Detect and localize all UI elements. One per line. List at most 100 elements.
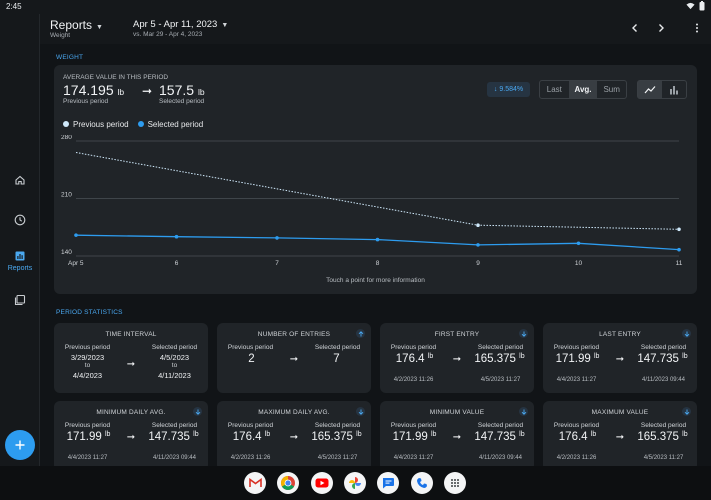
arrow-right-icon: ➞ bbox=[289, 432, 299, 443]
sort-button[interactable] bbox=[356, 407, 365, 416]
stat-previous-value: 176.4 lb bbox=[232, 431, 271, 443]
app-drawer-icon[interactable] bbox=[444, 472, 466, 494]
previous-period-caption: Previous period bbox=[63, 98, 109, 105]
sort-button[interactable] bbox=[682, 407, 691, 416]
x-tick-label: 7 bbox=[275, 260, 279, 267]
stat-previous-value: 176.4 lb bbox=[558, 431, 597, 443]
mode-avg-button[interactable]: Avg. bbox=[568, 81, 598, 98]
chart-legend: Previous period Selected period bbox=[63, 120, 203, 129]
mode-sum-button[interactable]: Sum bbox=[603, 85, 620, 94]
stat-selected-label: Selected period bbox=[314, 422, 361, 429]
gmail-icon[interactable] bbox=[244, 472, 266, 494]
next-period-icon[interactable] bbox=[655, 22, 667, 34]
stat-previous-label: Previous period bbox=[64, 344, 111, 351]
stat-selected-value: 165.375 lb bbox=[311, 431, 362, 443]
mode-last-button[interactable]: Last bbox=[546, 85, 562, 94]
selected-average-value: 157.5 bbox=[159, 82, 195, 98]
arrow-up-icon bbox=[358, 330, 363, 336]
data-point[interactable] bbox=[74, 233, 78, 237]
weight-line-chart[interactable]: 140 210 280 Apr 5 6 7 8 9 10 11 bbox=[54, 135, 697, 275]
phone-icon[interactable] bbox=[411, 472, 433, 494]
youtube-icon[interactable] bbox=[311, 472, 333, 494]
stat-previous-label: Previous period bbox=[553, 344, 600, 351]
stat-card-max-daily-avg: MAXIMUM DAILY AVG. Previous period Selec… bbox=[217, 401, 371, 466]
sort-button[interactable] bbox=[193, 407, 202, 416]
stat-previous-date: 4/4/2023 11:27 bbox=[67, 455, 108, 461]
arrow-down-icon bbox=[684, 331, 689, 337]
data-point[interactable] bbox=[677, 247, 681, 252]
report-type-dropdown[interactable]: Reports ▼ bbox=[50, 18, 103, 32]
arrow-right-icon: ➞ bbox=[126, 359, 136, 370]
selected-period-caption: Selected period bbox=[159, 98, 205, 105]
series-line-selected bbox=[75, 234, 680, 251]
previous-average-unit: lb bbox=[117, 87, 125, 97]
stat-previous-label: Previous period bbox=[227, 344, 274, 351]
sort-button[interactable] bbox=[519, 407, 528, 416]
stat-previous-to: 4/4/2023 bbox=[72, 371, 103, 380]
status-time: 2:45 bbox=[6, 2, 22, 11]
arrow-down-icon bbox=[358, 409, 363, 415]
previous-average-value: 174.195 bbox=[63, 82, 114, 98]
nav-home[interactable] bbox=[0, 174, 40, 186]
stat-selected-label: Selected period bbox=[151, 422, 198, 429]
arrow-right-icon: ➞ bbox=[615, 354, 625, 365]
stat-selected-label: Selected period bbox=[640, 422, 687, 429]
x-tick-label: 9 bbox=[476, 260, 480, 267]
arrow-down-icon bbox=[195, 409, 200, 415]
bar-chart-button[interactable] bbox=[662, 81, 686, 98]
data-point[interactable] bbox=[677, 227, 681, 232]
more-options-icon[interactable] bbox=[691, 22, 703, 34]
stat-previous-value: 171.99 lb bbox=[66, 431, 111, 443]
sort-button[interactable] bbox=[682, 329, 691, 338]
status-bar: 2:45 bbox=[0, 0, 711, 14]
add-entry-button[interactable] bbox=[5, 430, 35, 460]
stat-title: MINIMUM VALUE bbox=[429, 409, 485, 416]
data-point[interactable] bbox=[576, 241, 581, 246]
stat-previous-label: Previous period bbox=[553, 422, 600, 429]
data-point[interactable] bbox=[375, 237, 380, 242]
main-content: WEIGHT AVERAGE VALUE IN THIS PERIOD 174.… bbox=[41, 44, 711, 466]
sort-button[interactable] bbox=[356, 329, 365, 338]
chevron-down-icon: ▼ bbox=[96, 24, 103, 31]
stat-selected-from: 4/5/2023 bbox=[159, 353, 190, 362]
data-point[interactable] bbox=[476, 243, 480, 247]
nav-reports[interactable]: Reports bbox=[0, 250, 40, 272]
average-caption: AVERAGE VALUE IN THIS PERIOD bbox=[63, 74, 169, 81]
date-range-dropdown[interactable]: Apr 5 - Apr 11, 2023 ▼ bbox=[133, 19, 228, 30]
stat-previous-date: 4/4/2023 11:27 bbox=[556, 377, 597, 383]
stat-selected-value: 147.735 lb bbox=[637, 353, 688, 365]
stat-selected-label: Selected period bbox=[477, 344, 524, 351]
stat-previous-from: 3/29/2023 bbox=[70, 353, 105, 362]
stat-card-max-value: MAXIMUM VALUE Previous period Selected p… bbox=[543, 401, 697, 466]
stat-previous-to-word: to bbox=[84, 362, 91, 369]
wifi-icon bbox=[686, 2, 695, 10]
selected-average: 157.5 lb bbox=[159, 82, 205, 98]
arrow-right-icon: ➞ bbox=[452, 354, 462, 365]
stat-selected-label: Selected period bbox=[477, 422, 524, 429]
previous-period-icon[interactable] bbox=[629, 22, 641, 34]
photos-icon[interactable] bbox=[344, 472, 366, 494]
comparison-range: vs. Mar 29 - Apr 4, 2023 bbox=[133, 31, 203, 38]
stat-title: TIME INTERVAL bbox=[105, 331, 157, 338]
chart-hint: Touch a point for more information bbox=[326, 277, 425, 284]
aggregation-toggle: Last Avg. Sum bbox=[539, 80, 627, 99]
stat-previous-date: 4/4/2023 11:27 bbox=[393, 455, 434, 461]
data-point[interactable] bbox=[174, 234, 179, 239]
stat-previous-value: 2 bbox=[248, 353, 255, 365]
stat-selected-value: 147.735 lb bbox=[474, 431, 525, 443]
nav-history[interactable] bbox=[0, 214, 40, 226]
stat-selected-label: Selected period bbox=[314, 344, 361, 351]
line-chart-button[interactable] bbox=[638, 81, 662, 98]
chrome-icon[interactable] bbox=[277, 472, 299, 494]
sort-button[interactable] bbox=[519, 329, 528, 338]
gallery-icon bbox=[14, 294, 26, 306]
arrow-right-icon: ➞ bbox=[126, 432, 136, 443]
stat-selected-label: Selected period bbox=[151, 344, 198, 351]
data-point[interactable] bbox=[476, 223, 480, 227]
data-point[interactable] bbox=[275, 236, 279, 240]
section-weight: WEIGHT bbox=[56, 54, 84, 61]
x-tick-label: 6 bbox=[175, 260, 179, 267]
stat-previous-date: 4/2/2023 11:26 bbox=[230, 455, 271, 461]
nav-gallery[interactable] bbox=[0, 294, 40, 306]
messages-icon[interactable] bbox=[377, 472, 399, 494]
